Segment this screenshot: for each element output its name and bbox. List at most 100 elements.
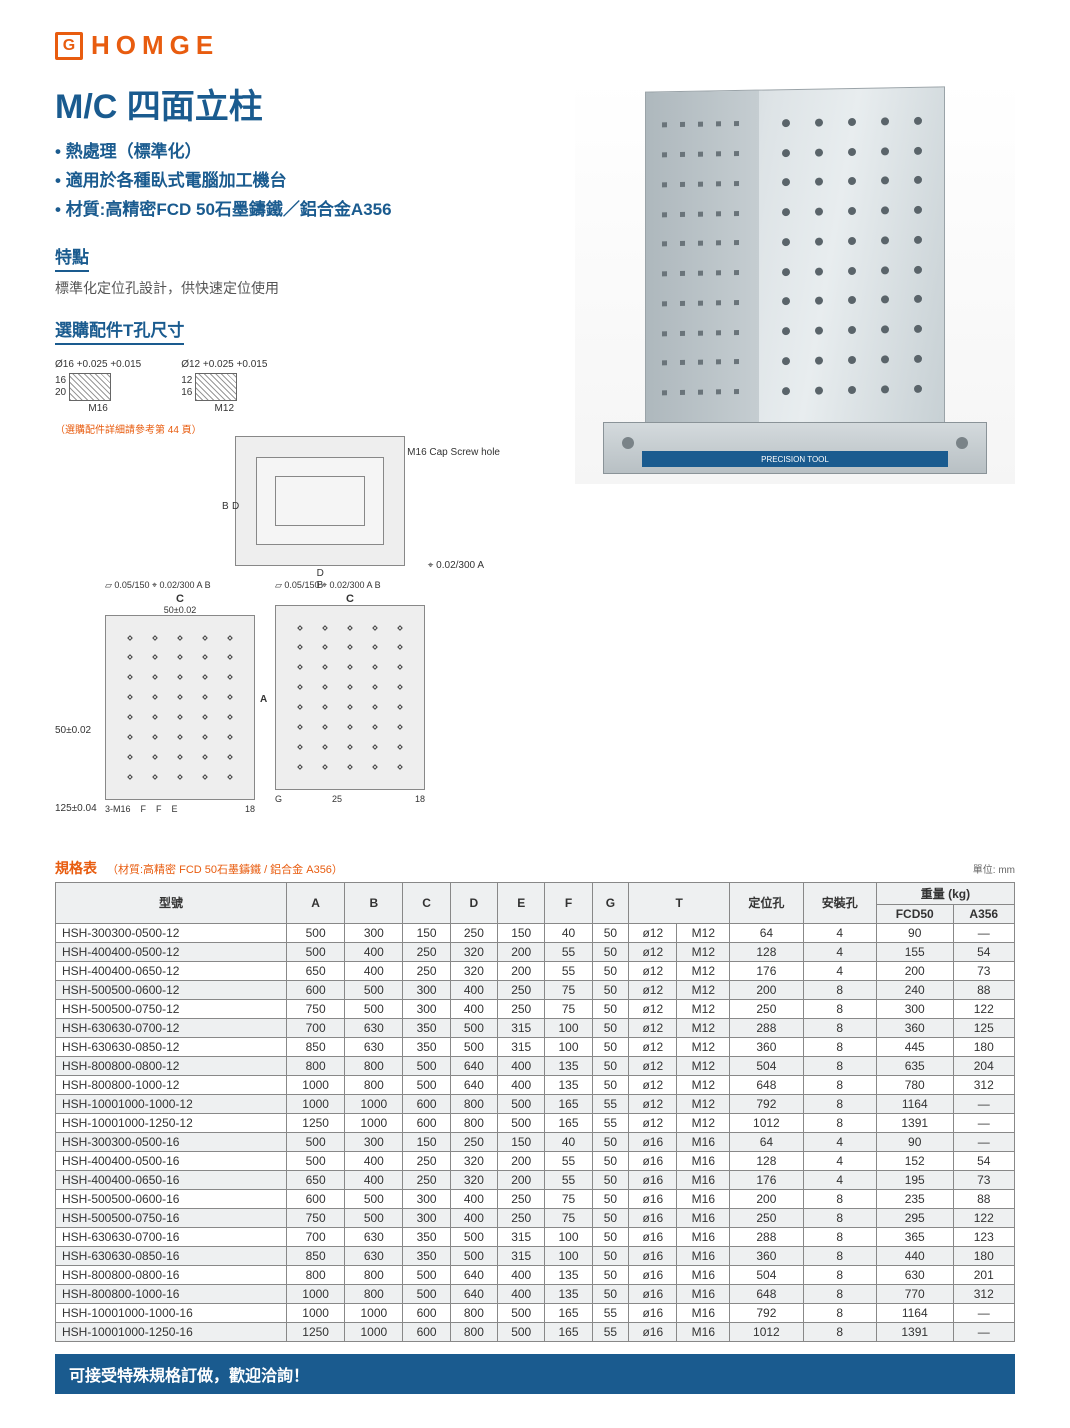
table-cell: 50 <box>592 961 628 980</box>
table-cell: 165 <box>545 1094 592 1113</box>
table-cell: 800 <box>287 1265 345 1284</box>
table-cell: 315 <box>498 1246 545 1265</box>
table-cell: 1000 <box>345 1094 403 1113</box>
table-cell: 128 <box>730 1151 803 1170</box>
table-cell: HSH-630630-0700-16 <box>56 1227 287 1246</box>
table-cell: ø16 <box>629 1246 677 1265</box>
table-cell: HSH-630630-0850-12 <box>56 1037 287 1056</box>
table-cell: M16 <box>677 1303 730 1322</box>
table-cell: 445 <box>876 1037 953 1056</box>
table-cell: ø12 <box>629 1037 677 1056</box>
table-cell: HSH-500500-0600-12 <box>56 980 287 999</box>
table-cell: 150 <box>498 923 545 942</box>
table-cell: 400 <box>498 1075 545 1094</box>
table-cell: HSH-300300-0500-16 <box>56 1132 287 1151</box>
table-cell: 55 <box>545 942 592 961</box>
table-cell: 400 <box>498 1056 545 1075</box>
table-cell: 640 <box>450 1265 497 1284</box>
elev-left-box <box>105 615 255 800</box>
table-cell: 8 <box>803 1037 876 1056</box>
table-cell: 200 <box>730 980 803 999</box>
base-label: 125±0.04 <box>55 803 97 814</box>
table-cell: 800 <box>450 1303 497 1322</box>
table-cell: HSH-300300-0500-12 <box>56 923 287 942</box>
g-label: G <box>275 794 282 804</box>
table-cell: 176 <box>730 1170 803 1189</box>
table-cell: 1000 <box>345 1322 403 1341</box>
table-cell: 640 <box>450 1284 497 1303</box>
table-cell: 350 <box>403 1227 450 1246</box>
table-cell: ø16 <box>629 1208 677 1227</box>
table-cell: 500 <box>345 980 403 999</box>
table-cell: 700 <box>287 1018 345 1037</box>
table-cell: 648 <box>730 1075 803 1094</box>
t18-label: 18 <box>245 804 255 814</box>
table-cell: — <box>953 1132 1014 1151</box>
tslot-m16-a: 16 <box>55 375 66 386</box>
table-cell: 50 <box>592 1208 628 1227</box>
table-cell: 1000 <box>287 1075 345 1094</box>
table-row: HSH-400400-0650-166504002503202005550ø16… <box>56 1170 1015 1189</box>
table-cell: 1164 <box>876 1303 953 1322</box>
table-cell: 800 <box>345 1265 403 1284</box>
table-cell: 312 <box>953 1284 1014 1303</box>
table-cell: M16 <box>677 1151 730 1170</box>
table-cell: 150 <box>403 1132 450 1151</box>
table-cell: 1000 <box>287 1284 345 1303</box>
e-label: E <box>172 804 178 814</box>
table-cell: 750 <box>287 999 345 1018</box>
table-cell: 600 <box>287 980 345 999</box>
table-cell: 75 <box>545 980 592 999</box>
table-cell: M12 <box>677 980 730 999</box>
table-cell: 315 <box>498 1037 545 1056</box>
tslot-heading: 選購配件T孔尺寸 <box>55 316 184 345</box>
table-cell: 64 <box>730 923 803 942</box>
table-cell: 50 <box>592 1056 628 1075</box>
table-cell: — <box>953 1322 1014 1341</box>
table-cell: 350 <box>403 1037 450 1056</box>
table-cell: ø12 <box>629 980 677 999</box>
table-cell: 300 <box>345 923 403 942</box>
table-cell: HSH-10001000-1250-16 <box>56 1322 287 1341</box>
top-view-diagram: B D B D M16 Cap Screw hole ⌖ 0.02/300 A <box>235 436 405 566</box>
table-cell: ø12 <box>629 1113 677 1132</box>
table-cell: 100 <box>545 1037 592 1056</box>
table-cell: 240 <box>876 980 953 999</box>
table-cell: 792 <box>730 1094 803 1113</box>
dim-d: D <box>232 501 239 512</box>
tslot-m16: Ø16 +0.025 +0.015 1620 M16 <box>55 359 141 415</box>
table-cell: ø12 <box>629 1018 677 1037</box>
hole-pattern <box>288 618 412 777</box>
table-cell: 315 <box>498 1227 545 1246</box>
col-b: B <box>345 882 403 923</box>
table-cell: 800 <box>450 1113 497 1132</box>
b25-label: 25 <box>332 794 342 804</box>
table-cell: 400 <box>498 1284 545 1303</box>
elev-right-tol: ▱ 0.05/150 ⌖ 0.02/300 A B <box>275 580 425 591</box>
table-cell: M12 <box>677 923 730 942</box>
table-cell: ø16 <box>629 1303 677 1322</box>
table-cell: 75 <box>545 999 592 1018</box>
table-cell: 320 <box>450 1151 497 1170</box>
table-cell: 250 <box>450 1132 497 1151</box>
table-row: HSH-630630-0850-1285063035050031510050ø1… <box>56 1037 1015 1056</box>
table-row: HSH-10001000-1250-1612501000600800500165… <box>56 1322 1015 1341</box>
table-cell: 8 <box>803 1265 876 1284</box>
table-cell: 200 <box>498 1151 545 1170</box>
table-cell: 320 <box>450 1170 497 1189</box>
table-cell: 50 <box>592 980 628 999</box>
table-cell: HSH-500500-0600-16 <box>56 1189 287 1208</box>
features-text: 標準化定位孔設計，供快速定位使用 <box>55 278 555 298</box>
tslot-m12-dia: Ø12 +0.025 +0.015 <box>181 359 267 371</box>
table-cell: ø16 <box>629 1170 677 1189</box>
table-cell: 135 <box>545 1284 592 1303</box>
table-cell: 250 <box>498 1189 545 1208</box>
table-cell: 500 <box>287 942 345 961</box>
table-cell: 75 <box>545 1189 592 1208</box>
table-cell: 165 <box>545 1113 592 1132</box>
table-row: HSH-10001000-1250-1212501000600800500165… <box>56 1113 1015 1132</box>
table-cell: 55 <box>592 1322 628 1341</box>
table-cell: 365 <box>876 1227 953 1246</box>
table-cell: HSH-400400-0650-16 <box>56 1170 287 1189</box>
table-cell: HSH-10001000-1000-12 <box>56 1094 287 1113</box>
